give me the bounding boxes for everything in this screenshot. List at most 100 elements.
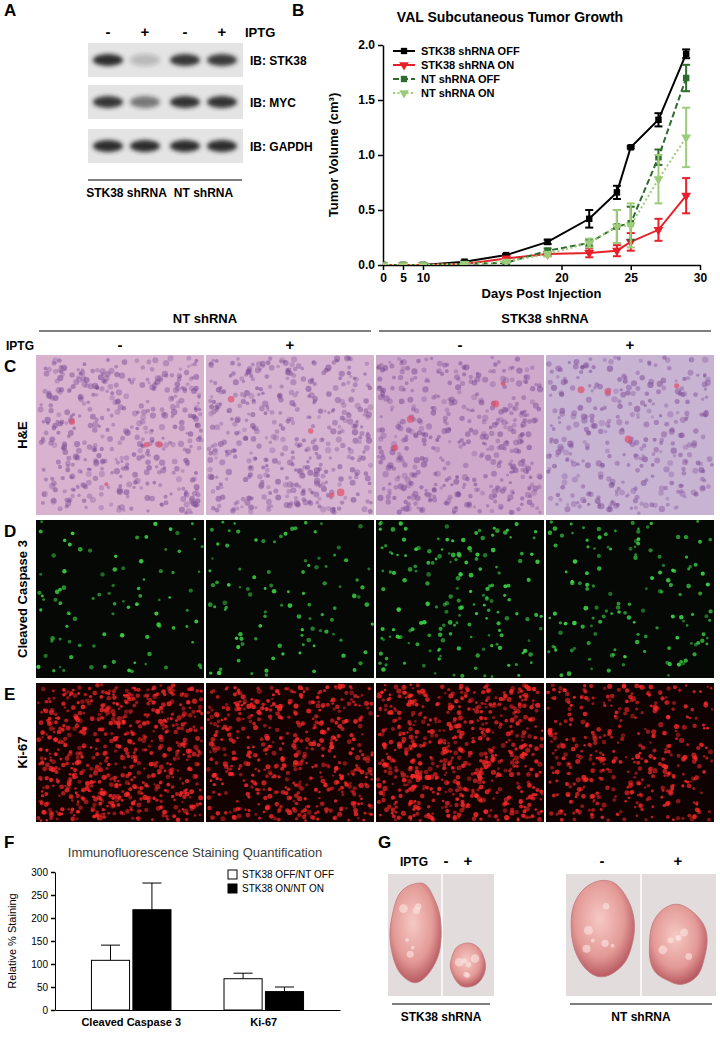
cell-dot xyxy=(490,381,496,387)
cell-dot xyxy=(626,384,632,390)
cell-dot xyxy=(651,415,654,418)
cell-dot xyxy=(92,427,98,433)
cell-dot xyxy=(222,600,227,605)
micrograph-grid: NT shRNASTK38 shRNAIPTG-+-+H&ECleaved Ca… xyxy=(6,311,714,822)
cell-dot xyxy=(432,487,436,491)
cell-dot xyxy=(327,411,330,414)
cell-dot xyxy=(626,463,630,467)
cell-dot xyxy=(109,503,113,507)
panel-label: C xyxy=(4,357,16,376)
cell-dot xyxy=(266,408,270,412)
cell-dot xyxy=(336,437,342,443)
cell-dot xyxy=(136,411,140,415)
cell-dot xyxy=(611,396,617,402)
cell-dot xyxy=(679,491,685,497)
cell-dot xyxy=(317,415,321,419)
cell-dot xyxy=(266,360,271,365)
cell-dot xyxy=(592,423,598,429)
cell-dot xyxy=(275,479,281,485)
cell-dot xyxy=(686,376,690,380)
cell-dot xyxy=(666,503,670,507)
cell-dot xyxy=(41,595,44,598)
cell-dot xyxy=(291,462,295,466)
cell-dot xyxy=(268,491,272,495)
cell-dot xyxy=(648,362,652,366)
cell-dot xyxy=(87,407,92,412)
cell-dot xyxy=(701,469,705,473)
cell-dot xyxy=(368,509,373,514)
cell-dot xyxy=(630,507,633,510)
cell-dot xyxy=(162,371,168,377)
cell-dot xyxy=(525,367,530,372)
cell-dot xyxy=(146,509,149,512)
cell-dot xyxy=(491,471,497,477)
cell-dot xyxy=(44,417,50,423)
cell-dot xyxy=(524,380,528,384)
cell-dot xyxy=(527,419,532,424)
cell-dot xyxy=(317,497,321,501)
cell-dot xyxy=(309,392,315,398)
cell-dot xyxy=(489,484,493,488)
cell-dot xyxy=(340,500,344,504)
cell-dot xyxy=(254,538,258,542)
cell-dot xyxy=(145,635,149,639)
cell-dot xyxy=(289,417,294,422)
cell-dot xyxy=(381,389,385,393)
cell-dot xyxy=(144,535,148,539)
vessel xyxy=(144,442,149,447)
cell-dot xyxy=(128,378,132,382)
cell-dot xyxy=(105,390,108,393)
cell-dot xyxy=(135,435,140,440)
cell-dot xyxy=(298,651,301,654)
cell-dot xyxy=(159,460,165,466)
cell-dot xyxy=(636,413,640,417)
cell-dot xyxy=(508,366,513,371)
cell-dot xyxy=(235,500,239,504)
cell-dot xyxy=(329,456,332,459)
cell-dot xyxy=(640,400,645,405)
cell-dot xyxy=(181,487,185,491)
blot-row-label: IB: STK38 xyxy=(250,54,307,68)
cell-dot xyxy=(161,436,164,439)
cell-dot xyxy=(555,453,559,457)
cell-dot xyxy=(620,428,624,432)
cell-dot xyxy=(633,498,638,503)
cell-dot xyxy=(598,429,603,434)
cell-dot xyxy=(92,421,98,427)
cell-dot xyxy=(671,441,676,446)
cell-dot xyxy=(451,539,454,542)
cell-dot xyxy=(76,448,82,454)
cell-dot xyxy=(99,386,104,391)
cell-dot xyxy=(321,370,326,375)
cell-dot xyxy=(352,594,357,599)
cell-dot xyxy=(682,377,686,381)
cell-dot xyxy=(211,506,215,510)
cell-dot xyxy=(305,465,310,470)
cell-dot xyxy=(458,444,463,449)
cell-dot xyxy=(293,526,297,530)
cell-dot xyxy=(676,411,680,415)
cell-dot xyxy=(520,502,524,506)
cell-dot xyxy=(174,466,180,472)
cell-dot xyxy=(215,580,219,584)
cell-dot xyxy=(266,485,270,489)
cell-dot xyxy=(647,382,653,388)
cell-dot xyxy=(176,476,182,482)
cell-dot xyxy=(558,421,561,424)
cell-dot xyxy=(561,437,566,442)
cell-dot xyxy=(286,489,291,494)
cell-dot xyxy=(355,578,358,581)
cell-dot xyxy=(396,424,401,429)
cell-dot xyxy=(634,440,639,445)
cell-dot xyxy=(114,365,118,369)
cell-dot xyxy=(250,497,254,501)
cell-dot xyxy=(644,422,650,428)
cell-dot xyxy=(244,373,248,377)
cell-dot xyxy=(598,471,604,477)
cell-dot xyxy=(159,424,165,430)
cell-dot xyxy=(98,505,104,511)
cell-dot xyxy=(661,386,666,391)
cell-dot xyxy=(511,429,516,434)
cell-dot xyxy=(663,486,668,491)
cell-dot xyxy=(275,494,281,500)
